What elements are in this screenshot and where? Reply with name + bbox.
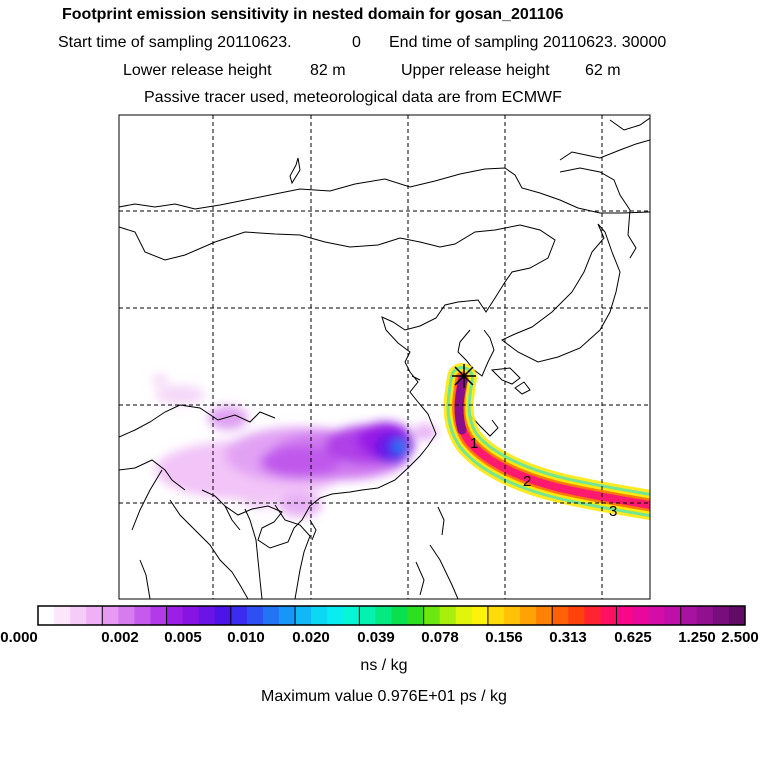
colorbar-swatch: [520, 606, 537, 625]
colorbar-swatch: [295, 606, 312, 625]
colorbar-swatch: [246, 606, 264, 625]
colorbar-swatch: [648, 606, 666, 625]
colorbar-swatch: [584, 606, 601, 625]
colorbar-swatch: [391, 606, 408, 625]
colorbar: [37, 605, 746, 626]
colorbar-swatch: [455, 606, 473, 625]
map-title: Footprint emission sensitivity in nested…: [62, 6, 564, 23]
colorbar-swatch: [568, 606, 585, 625]
colorbar-tick-label: 0.000: [0, 629, 38, 646]
colorbar-tick-label: 0.156: [485, 629, 523, 646]
colorbar-swatch: [166, 606, 184, 625]
colorbar-swatch: [182, 606, 200, 625]
colorbar-swatch: [311, 606, 328, 625]
colorbar-swatch: [198, 606, 216, 625]
colorbar-swatch: [230, 606, 248, 625]
colorbar-tick-label: 2.500: [721, 629, 759, 646]
colorbar-swatch: [487, 606, 505, 625]
colorbar-tick-label: 0.078: [421, 629, 459, 646]
colorbar-swatch: [262, 606, 280, 625]
colorbar-swatch: [728, 606, 746, 625]
coastlines: [119, 117, 650, 599]
trajectory-label-1: 1: [470, 435, 478, 452]
colorbar-swatch: [359, 606, 376, 625]
map-frame: [118, 114, 651, 600]
footprint-plume-china: [152, 374, 437, 517]
colorbar-swatch: [38, 606, 55, 625]
colorbar-swatch: [54, 606, 71, 625]
lower-release-value: 82 m: [310, 62, 346, 79]
colorbar-swatch: [471, 606, 489, 625]
colorbar-swatch: [407, 606, 425, 625]
colorbar-swatch: [664, 606, 682, 625]
colorbar-tick-label: 0.002: [101, 629, 139, 646]
colorbar-tick-label: 0.020: [292, 629, 330, 646]
colorbar-swatch: [552, 606, 569, 625]
start-time-value: 0: [352, 34, 361, 51]
colorbar-swatch: [214, 606, 232, 625]
footprint-trajectory: [443, 363, 650, 520]
colorbar-swatch: [536, 606, 553, 625]
colorbar-tick-label: 0.010: [227, 629, 265, 646]
colorbar-swatch: [696, 606, 714, 625]
colorbar-swatch: [680, 606, 698, 625]
colorbar-frame: [37, 605, 746, 626]
colorbar-swatch: [503, 606, 521, 625]
colorbar-swatch: [86, 606, 103, 625]
colorbar-swatch: [279, 606, 296, 625]
end-time-label: End time of sampling 20110623. 30000: [389, 34, 667, 51]
colorbar-units: ns / kg: [360, 657, 408, 674]
maximum-value: Maximum value 0.976E+01 ps / kg: [261, 688, 507, 705]
colorbar-swatch: [439, 606, 457, 625]
upper-release-value: 62 m: [585, 62, 621, 79]
trajectory-label-2: 2: [523, 473, 531, 490]
colorbar-swatch: [423, 606, 441, 625]
colorbar-swatch: [327, 606, 344, 625]
colorbar-swatch: [343, 606, 360, 625]
colorbar-swatch: [712, 606, 730, 625]
colorbar-swatch: [375, 606, 392, 625]
colorbar-tick-label: 1.250: [678, 629, 716, 646]
start-time-label: Start time of sampling 20110623.: [58, 34, 292, 51]
colorbar-swatch: [150, 606, 167, 625]
colorbar-tick-label: 0.625: [614, 629, 652, 646]
upper-release-label: Upper release height: [401, 62, 550, 79]
trajectory-label-3: 3: [609, 503, 617, 520]
gridlines: [119, 115, 650, 599]
colorbar-tick-label: 0.039: [357, 629, 395, 646]
colorbar-swatch: [600, 606, 617, 625]
colorbar-tick-label: 0.313: [549, 629, 587, 646]
colorbar-swatch: [632, 606, 649, 625]
colorbar-swatch: [134, 606, 151, 625]
colorbar-swatch: [70, 606, 87, 625]
colorbar-tick-label: 0.005: [164, 629, 202, 646]
lower-release-label: Lower release height: [123, 62, 272, 79]
colorbar-swatch: [616, 606, 633, 625]
tracer-info: Passive tracer used, meteorological data…: [144, 89, 562, 106]
colorbar-swatch: [102, 606, 119, 625]
colorbar-swatch: [118, 606, 135, 625]
receptor-star-icon: [452, 364, 476, 388]
